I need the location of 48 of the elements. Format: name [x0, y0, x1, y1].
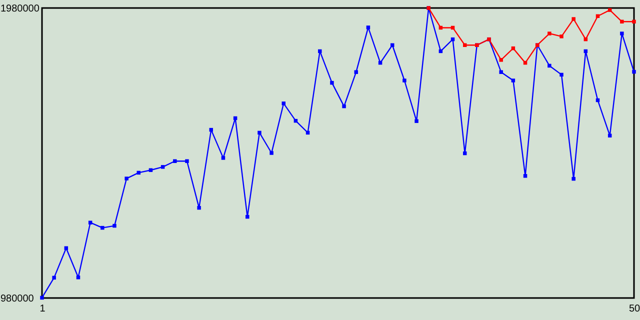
point: [64, 246, 68, 250]
point: [632, 70, 636, 74]
point: [523, 174, 528, 178]
point: [366, 26, 370, 30]
point: [100, 226, 104, 230]
point: [620, 20, 624, 24]
point: [197, 206, 201, 210]
point: [52, 276, 56, 280]
point: [402, 78, 406, 82]
point: [548, 64, 552, 68]
point: [76, 276, 80, 280]
point: [499, 58, 503, 62]
point: [560, 72, 564, 77]
x-tick-label: 1: [40, 304, 46, 314]
point: [414, 119, 418, 123]
point: [462, 43, 467, 47]
point: [246, 214, 250, 219]
point: [148, 168, 153, 172]
point: [342, 104, 346, 108]
x-tick-label: 50: [628, 304, 640, 314]
point: [160, 165, 165, 169]
point: [173, 159, 177, 163]
point: [548, 32, 552, 36]
point: [258, 130, 262, 135]
point: [330, 80, 334, 85]
y-tick-label: 980000: [0, 294, 34, 304]
point: [560, 34, 564, 38]
y-tick-label: 1980000: [0, 4, 40, 14]
point: [354, 70, 358, 74]
point: [40, 296, 44, 300]
point: [185, 159, 189, 163]
point: [390, 43, 394, 47]
point: [221, 156, 226, 160]
point: [124, 176, 128, 180]
point: [270, 151, 274, 155]
point: [499, 70, 503, 74]
point: [620, 32, 624, 36]
point: [632, 20, 636, 24]
point: [511, 78, 516, 82]
point: [572, 17, 576, 21]
point: [608, 8, 612, 12]
point: [572, 176, 576, 181]
point: [608, 134, 612, 138]
point: [88, 220, 92, 224]
point: [112, 224, 116, 228]
line-series: [40, 6, 636, 300]
point: [596, 14, 600, 18]
point: [282, 102, 286, 106]
